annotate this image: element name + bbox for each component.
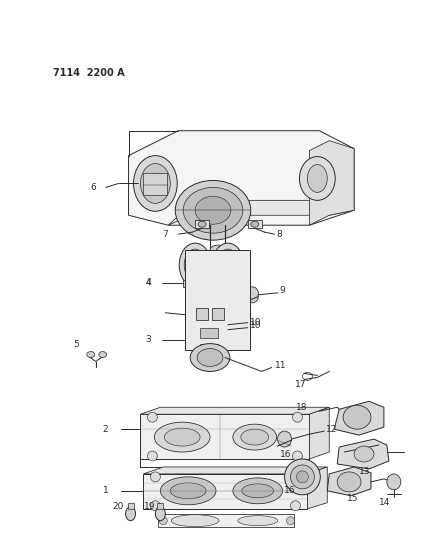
Polygon shape <box>168 200 354 225</box>
Bar <box>216 280 240 287</box>
Ellipse shape <box>175 181 251 240</box>
Polygon shape <box>309 407 329 459</box>
Text: 1: 1 <box>103 486 108 495</box>
Ellipse shape <box>155 422 210 452</box>
Ellipse shape <box>291 465 314 489</box>
Ellipse shape <box>291 472 300 482</box>
Bar <box>196 308 208 320</box>
Ellipse shape <box>125 507 136 521</box>
Ellipse shape <box>87 352 95 358</box>
Bar <box>128 503 134 508</box>
Polygon shape <box>128 131 354 225</box>
Ellipse shape <box>170 483 206 499</box>
Ellipse shape <box>241 429 269 445</box>
Bar <box>158 503 163 508</box>
Polygon shape <box>143 474 307 508</box>
Ellipse shape <box>286 516 294 524</box>
Text: 3: 3 <box>146 335 151 344</box>
Ellipse shape <box>297 471 309 483</box>
Ellipse shape <box>251 221 259 227</box>
Bar <box>183 280 207 287</box>
Text: 7: 7 <box>162 230 168 239</box>
Text: 20: 20 <box>113 502 124 511</box>
Ellipse shape <box>292 412 303 422</box>
Text: 19: 19 <box>143 502 155 511</box>
Polygon shape <box>334 401 384 435</box>
Text: 2: 2 <box>103 425 108 434</box>
Text: 5: 5 <box>73 340 79 349</box>
Ellipse shape <box>197 349 223 367</box>
Ellipse shape <box>307 165 327 192</box>
Polygon shape <box>309 141 354 225</box>
Polygon shape <box>307 467 327 508</box>
Ellipse shape <box>134 156 177 211</box>
Text: 16: 16 <box>279 449 291 458</box>
Text: 13: 13 <box>359 467 371 477</box>
Ellipse shape <box>179 243 211 287</box>
Ellipse shape <box>160 477 216 505</box>
Ellipse shape <box>190 344 230 372</box>
Ellipse shape <box>184 249 206 281</box>
Ellipse shape <box>233 424 276 450</box>
Ellipse shape <box>300 157 335 200</box>
Text: 18: 18 <box>295 403 307 412</box>
Ellipse shape <box>159 516 167 524</box>
Ellipse shape <box>238 516 278 526</box>
Ellipse shape <box>212 243 244 287</box>
Bar <box>200 328 218 337</box>
Polygon shape <box>140 414 309 459</box>
Text: 4: 4 <box>146 278 151 287</box>
Ellipse shape <box>195 196 231 224</box>
Ellipse shape <box>278 431 291 447</box>
Polygon shape <box>158 514 294 527</box>
Ellipse shape <box>233 478 282 504</box>
Text: 16: 16 <box>283 486 295 495</box>
Text: 6: 6 <box>91 183 97 192</box>
Ellipse shape <box>99 352 107 358</box>
Text: 11: 11 <box>275 361 286 370</box>
Text: 17: 17 <box>294 380 306 389</box>
Ellipse shape <box>150 501 160 511</box>
Text: 8: 8 <box>276 230 282 239</box>
Text: 4: 4 <box>146 278 151 287</box>
Ellipse shape <box>150 472 160 482</box>
Text: 10: 10 <box>250 318 261 327</box>
Ellipse shape <box>155 507 165 521</box>
Bar <box>212 308 224 320</box>
Ellipse shape <box>147 173 163 193</box>
Polygon shape <box>140 407 329 414</box>
Bar <box>143 173 167 196</box>
Ellipse shape <box>171 515 219 527</box>
Ellipse shape <box>147 412 158 422</box>
Text: 12: 12 <box>326 425 338 434</box>
Text: 14: 14 <box>379 498 390 507</box>
Ellipse shape <box>387 474 401 490</box>
Ellipse shape <box>140 164 170 203</box>
Ellipse shape <box>183 188 243 233</box>
Ellipse shape <box>217 249 239 281</box>
Bar <box>185 250 250 350</box>
Bar <box>248 220 262 228</box>
Ellipse shape <box>337 472 361 492</box>
Text: 15: 15 <box>347 494 359 503</box>
Ellipse shape <box>210 245 226 255</box>
Ellipse shape <box>292 451 303 461</box>
Ellipse shape <box>198 221 206 227</box>
Ellipse shape <box>164 428 200 446</box>
Ellipse shape <box>354 446 374 462</box>
Ellipse shape <box>285 459 320 495</box>
Polygon shape <box>143 467 327 474</box>
Text: 9: 9 <box>279 286 285 295</box>
Ellipse shape <box>343 405 371 429</box>
Bar <box>200 344 218 352</box>
Polygon shape <box>327 467 371 496</box>
Ellipse shape <box>242 484 273 498</box>
Text: 10: 10 <box>250 321 261 330</box>
Ellipse shape <box>147 451 158 461</box>
Bar <box>195 220 209 228</box>
Polygon shape <box>337 439 389 469</box>
Ellipse shape <box>247 287 259 303</box>
Ellipse shape <box>291 501 300 511</box>
Text: 7114  2200 A: 7114 2200 A <box>53 68 125 78</box>
